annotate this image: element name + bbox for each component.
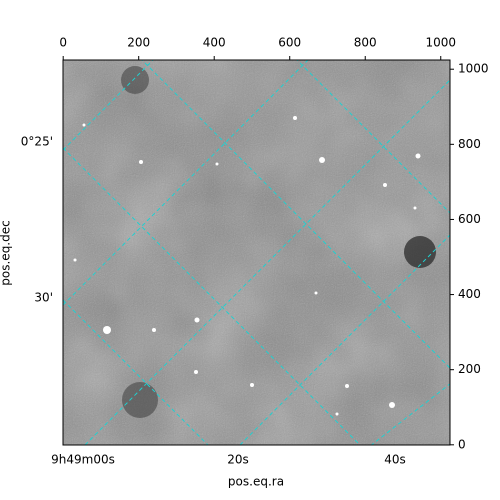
x-tick-label: 600 bbox=[278, 36, 301, 50]
sky-image bbox=[63, 60, 450, 445]
y-tick-label: 200 bbox=[458, 362, 481, 376]
x-tick-label: 0 bbox=[59, 36, 67, 50]
x-axis-label: pos.eq.ra bbox=[228, 475, 284, 489]
y-tick-label: 0 bbox=[458, 437, 466, 451]
ra-tick-label: 40s bbox=[384, 453, 406, 467]
plot-frame bbox=[62, 59, 451, 446]
x-tick-label: 1000 bbox=[425, 36, 456, 50]
dec-tick-label: 30' bbox=[34, 291, 53, 305]
dec-tick-label: 0°25' bbox=[21, 135, 53, 149]
x-tick-label: 200 bbox=[127, 36, 150, 50]
ra-tick-label: 9h49m00s bbox=[51, 453, 115, 467]
y-tick-label: 800 bbox=[458, 137, 481, 151]
x-tick-label: 800 bbox=[354, 36, 377, 50]
y-tick-label: 600 bbox=[458, 212, 481, 226]
y-tick-label: 1000 bbox=[458, 62, 489, 76]
y-tick-label: 400 bbox=[458, 287, 481, 301]
y-axis-label: pos.eq.dec bbox=[0, 220, 13, 285]
x-tick-label: 400 bbox=[203, 36, 226, 50]
world-grid bbox=[63, 60, 450, 445]
ra-tick-label: 20s bbox=[227, 453, 249, 467]
